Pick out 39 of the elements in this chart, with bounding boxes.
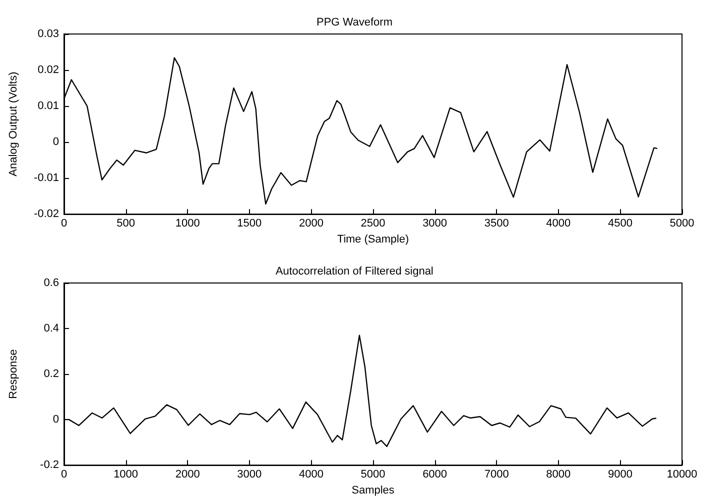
x-tick-label: 6000 [422,468,448,481]
y-tick-label: 0.01 [38,100,59,112]
x-tick-label: 5000 [360,468,386,481]
x-tick-label: 4000 [546,218,571,230]
y-tick-label: -0.01 [34,172,59,184]
y-tick-label: -0.2 [40,459,59,472]
x-tick-label: 10000 [666,468,698,481]
x-axis-title: Samples [352,484,395,496]
x-tick-label: 7000 [484,468,509,481]
x-tick-label: 4000 [298,468,324,481]
x-tick-label: 9000 [608,468,632,481]
y-tick-label: 0 [52,414,59,426]
x-axis-title: Time (Sample) [337,234,409,246]
y-tick-label: 0.2 [44,368,59,380]
y-tick-label: -0.02 [34,208,59,220]
x-tick-label: 3500 [484,218,509,230]
y-tick-label: 0.6 [44,277,59,289]
y-tick-label: 0.02 [38,64,59,76]
x-tick-label: 3000 [422,218,448,230]
x-tick-label: 2500 [360,218,386,230]
y-tick-label: 0 [52,136,59,148]
y-tick-label: 0.4 [44,322,59,335]
x-tick-label: 2000 [175,468,200,481]
x-tick-label: 1500 [237,218,262,230]
x-tick-label: 5000 [670,218,694,230]
y-axis-title: Response [8,349,20,399]
x-tick-label: 0 [60,218,68,230]
x-tick-label: 0 [60,468,68,481]
x-tick-label: 500 [116,218,135,230]
x-tick-label: 8000 [546,468,571,481]
chart-title: PPG Waveform [316,16,392,28]
x-tick-label: 1000 [175,218,200,230]
chart-title: Autocorrelation of Filtered signal [276,266,434,278]
y-axis-title: Analog Output (Volts) [8,72,20,176]
y-tick-label: 0.03 [38,28,59,40]
x-tick-label: 2000 [298,218,324,230]
x-tick-label: 3000 [237,468,262,481]
x-tick-label: 4500 [608,218,632,230]
x-tick-label: 1000 [114,468,138,481]
